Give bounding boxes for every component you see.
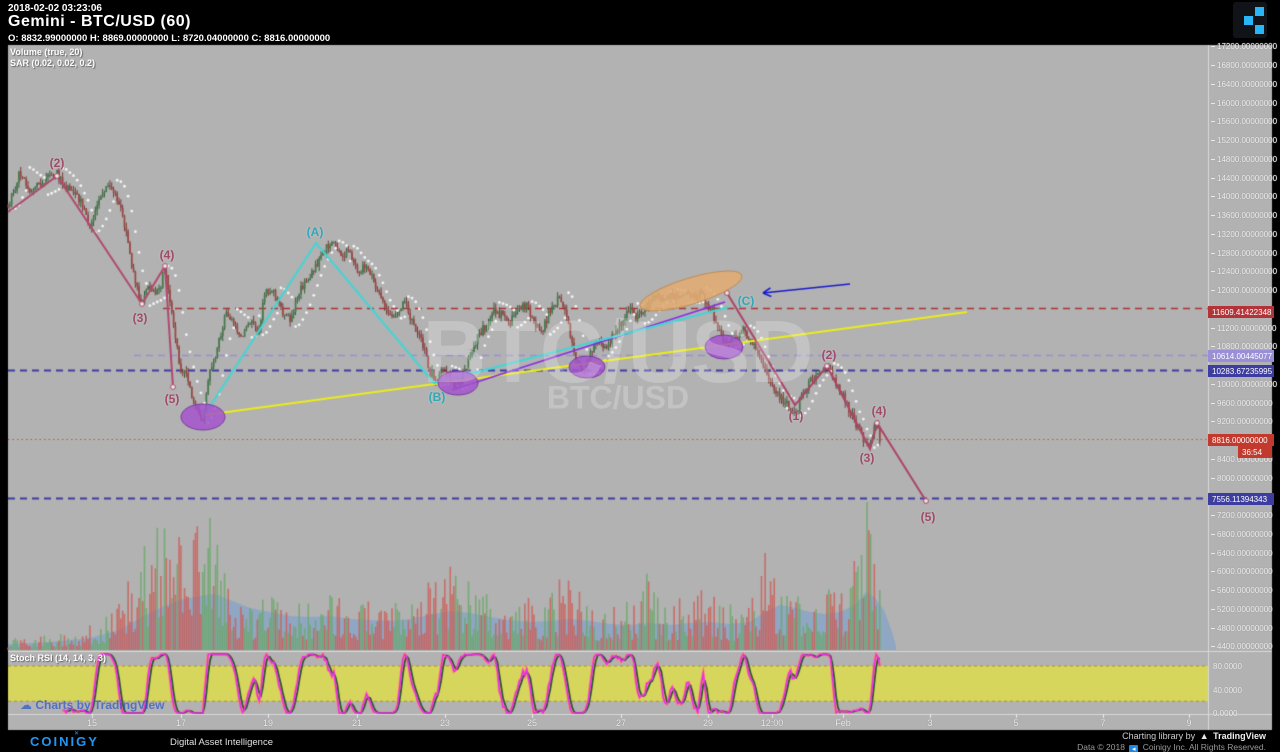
coinigy-logo-square [1255, 25, 1264, 34]
price-axis-label: 14400.00000000 [1211, 174, 1277, 183]
price-axis-label: 9600.00000000 [1211, 399, 1273, 408]
price-axis-label: 15600.00000000 [1211, 117, 1277, 126]
price-axis-label: 14000.00000000 [1211, 192, 1277, 201]
price-axis-label: 14800.00000000 [1211, 155, 1277, 164]
wave-label: (2) [821, 348, 837, 362]
price-axis-label: 8400.00000000 [1211, 455, 1273, 464]
wave-label: (A) [306, 225, 324, 239]
footer-tagline: Digital Asset Intelligence [170, 737, 273, 748]
price-axis-label: 8000.00000000 [1211, 474, 1273, 483]
coinigy-brand[interactable]: COINIGY ✕ [30, 731, 99, 749]
time-axis-label: 19 [262, 718, 273, 728]
time-axis-label: 9 [1186, 718, 1192, 728]
price-axis-label: 5200.00000000 [1211, 605, 1273, 614]
chart-title: Gemini - BTC/USD (60) [8, 13, 191, 30]
price-axis-label: 11200.00000000 [1211, 324, 1276, 333]
price-axis-label: 6400.00000000 [1211, 549, 1273, 558]
ohlc-readout: O: 8832.99000000 H: 8869.00000000 L: 872… [8, 33, 331, 44]
price-tag: 7556.11394343 [1208, 493, 1274, 505]
coinigy-footer-icon: ◂ [1129, 745, 1139, 752]
time-axis-label: 3 [927, 718, 933, 728]
wave-label: (4) [871, 404, 887, 418]
wave-label: (4) [159, 248, 175, 262]
coinigy-logo[interactable] [1233, 2, 1267, 38]
price-axis-label: 16400.00000000 [1211, 80, 1277, 89]
price-tag: 10283.67235995 [1208, 365, 1274, 377]
price-axis-label: 12800.00000000 [1211, 249, 1277, 258]
price-tag: 11609.41422348 [1208, 306, 1274, 318]
price-axis-label: 13600.00000000 [1211, 211, 1277, 220]
price-axis-label: 6800.00000000 [1211, 530, 1273, 539]
time-axis-label: Feb [835, 718, 851, 728]
footer-rights: Data © 2018 ◂ Coinigy Inc. All Rights Re… [1077, 742, 1266, 752]
price-tag: 8816.00000000 [1208, 434, 1274, 446]
stoch-axis-label: 40.0000 [1213, 686, 1242, 695]
time-axis-label: 27 [615, 718, 626, 728]
time-axis-label: 17 [175, 718, 186, 728]
time-axis-label: 15 [86, 718, 97, 728]
price-axis-label: 17200.00000000 [1211, 42, 1277, 51]
price-tag: 36:54 [1238, 446, 1272, 458]
price-tag: 10614.00445077 [1208, 350, 1274, 362]
time-axis-label: 21 [351, 718, 362, 728]
time-axis-label: 7 [1100, 718, 1106, 728]
tradingview-link: TradingView [1213, 731, 1266, 741]
chart-timestamp: 2018-02-02 03:23:06 [8, 3, 102, 14]
wave-label: (5) [920, 510, 936, 524]
price-axis-label: 7200.00000000 [1211, 511, 1273, 520]
stoch-axis-label: 0.0000 [1213, 709, 1238, 718]
price-axis-label: 9200.00000000 [1211, 417, 1273, 426]
tradingview-watermark: ☁ Charts by TradingView [20, 698, 165, 712]
price-axis-label: 15200.00000000 [1211, 136, 1277, 145]
sar-indicator-label[interactable]: SAR (0.02, 0.02, 0.2) [10, 58, 96, 68]
wave-label: (2) [49, 156, 65, 170]
wave-label: (1) [788, 409, 804, 423]
price-axis-label: 5600.00000000 [1211, 586, 1273, 595]
price-axis-label: 12400.00000000 [1211, 267, 1277, 276]
time-axis-label: 12:00 [760, 718, 784, 728]
price-axis-label: 10800.00000000 [1211, 342, 1277, 351]
time-axis-label: 23 [439, 718, 450, 728]
coinigy-logo-square [1244, 16, 1253, 25]
time-axis-label: 25 [526, 718, 537, 728]
coinigy-logo-square [1255, 7, 1264, 16]
price-axis-label: 10000.00000000 [1211, 380, 1277, 389]
charting-library-credit[interactable]: Charting library by ▲ TradingView [1122, 731, 1266, 741]
wave-label: (5) [164, 392, 180, 406]
symbol-watermark: BTC/USD [422, 302, 814, 401]
price-axis-label: 13200.00000000 [1211, 230, 1277, 239]
wave-label: (3) [132, 311, 148, 325]
wave-label: (3) [859, 451, 875, 465]
time-axis-label: 5 [1013, 718, 1019, 728]
price-axis-label: 12000.00000000 [1211, 286, 1277, 295]
tradingview-icon: ▲ [1199, 731, 1209, 741]
price-axis-label: 16000.00000000 [1211, 99, 1277, 108]
wave-label: (C) [737, 294, 755, 308]
volume-indicator-label[interactable]: Volume (true, 20) [10, 47, 83, 57]
time-axis-label: 29 [702, 718, 713, 728]
price-axis-label: 16800.00000000 [1211, 61, 1277, 70]
symbol-watermark-small: BTC/USD [546, 379, 690, 416]
price-axis-label: 4800.00000000 [1211, 624, 1273, 633]
price-axis-label: 6000.00000000 [1211, 567, 1273, 576]
stoch-axis-label: 80.0000 [1213, 662, 1242, 671]
stoch-rsi-label[interactable]: Stoch RSI (14, 14, 3, 3) [10, 653, 107, 663]
wave-label: (B) [428, 390, 446, 404]
coinigy-brand-spark-icon: ✕ [74, 731, 80, 737]
price-axis-label: 4400.00000000 [1211, 642, 1273, 651]
